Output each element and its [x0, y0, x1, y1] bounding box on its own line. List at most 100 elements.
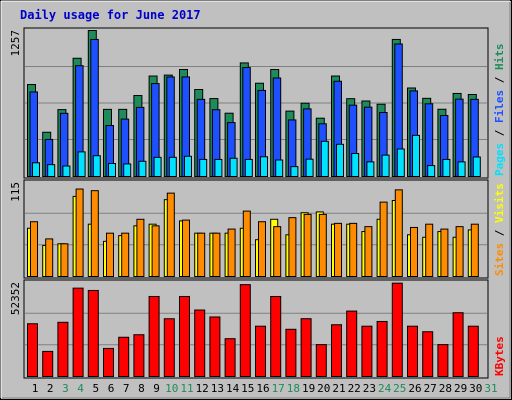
- bandwidth-bar-kbytes: [300, 318, 312, 377]
- visitors-bar-sites: [242, 210, 251, 277]
- visitors-bar-sites: [273, 226, 282, 277]
- visitors-bar-sites: [455, 226, 464, 277]
- bandwidth-bar-kbytes: [194, 309, 206, 377]
- traffic-bar-pages: [32, 162, 40, 178]
- traffic-bar-pages: [472, 156, 481, 178]
- bandwidth-bar-kbytes: [422, 331, 434, 378]
- traffic-bar-pages: [336, 143, 344, 177]
- legend-hits: Hits: [493, 44, 506, 71]
- x-tick-label: 16: [256, 382, 269, 395]
- traffic-bar-pages: [351, 153, 360, 177]
- traffic-bar-pages: [427, 165, 436, 177]
- x-tick-label: 14: [226, 382, 240, 395]
- visitors-bar-sites: [318, 213, 327, 278]
- bandwidth-bar-kbytes: [467, 325, 479, 377]
- x-tick-label: 5: [92, 382, 99, 395]
- traffic-bar-pages: [305, 158, 314, 177]
- x-tick-label: 28: [439, 382, 452, 395]
- legend-sites: Sites: [493, 243, 506, 276]
- traffic-bar-pages: [47, 164, 56, 177]
- x-tick-label: 19: [302, 382, 315, 395]
- bandwidth-bar-kbytes: [224, 338, 236, 378]
- bandwidth-bar-kbytes: [452, 312, 464, 378]
- x-tick-label: 17: [272, 382, 285, 395]
- visitors-bar-sites: [60, 243, 69, 278]
- x-tick-label: 7: [123, 382, 130, 395]
- traffic-bar-pages: [184, 155, 192, 178]
- bandwidth-bar-kbytes: [118, 336, 130, 378]
- visitors-bar-sites: [440, 228, 449, 278]
- chart-panels: 1257 Pages / Files / Hits 115 Sites / Visit…: [9, 27, 506, 379]
- bandwidth-bar-kbytes: [376, 320, 388, 378]
- x-tick-label: 11: [180, 382, 193, 395]
- visitors-bar-sites: [227, 228, 236, 278]
- visitors-bar-sites: [425, 223, 434, 277]
- traffic-y-max-label: 1257: [9, 30, 22, 57]
- legend-separator: /: [493, 70, 506, 90]
- bandwidth-bar-kbytes: [270, 295, 282, 378]
- traffic-bar-pages: [290, 166, 299, 178]
- traffic-bar-pages: [138, 160, 147, 178]
- traffic-bar-pages: [214, 158, 223, 177]
- x-tick-label: 27: [424, 382, 437, 395]
- bandwidth-bar-kbytes: [346, 310, 358, 377]
- traffic-bar-pages: [62, 165, 71, 177]
- bandwidth-bar-kbytes: [27, 323, 38, 377]
- visitors-bar-sites: [258, 221, 266, 278]
- traffic-bar-pages: [244, 158, 253, 177]
- x-tick-label: 4: [77, 382, 84, 395]
- traffic-bar-pages: [108, 162, 116, 177]
- x-tick-label: 9: [153, 382, 160, 395]
- visitors-bar-sites: [288, 217, 297, 277]
- visitors-bar-sites: [182, 219, 190, 278]
- legend-visits: Visits: [493, 183, 506, 223]
- visitors-bar-sites: [303, 213, 312, 278]
- visitors-bar-sites: [90, 190, 99, 278]
- bandwidth-y-max-label: 52352: [9, 282, 22, 315]
- traffic-bar-pages: [229, 157, 238, 177]
- visitors-bar-sites: [349, 222, 358, 278]
- visitors-bar-sites: [364, 226, 373, 277]
- visitors-bar-sites: [121, 232, 130, 277]
- bandwidth-legend: KBytes: [493, 336, 506, 376]
- x-tick-label: 3: [62, 382, 69, 395]
- x-tick-label: 2: [47, 382, 54, 395]
- traffic-panel: 1257 Pages / Files / Hits: [9, 27, 506, 179]
- visitors-bar-sites: [136, 218, 145, 277]
- traffic-bar-pages: [442, 158, 451, 177]
- visitors-bar-sites: [379, 201, 388, 277]
- traffic-bar-pages: [168, 156, 177, 178]
- visitors-bar-sites: [197, 232, 206, 277]
- x-tick-label: 12: [196, 382, 209, 395]
- traffic-bar-pages: [153, 156, 162, 178]
- x-tick-label: 21: [332, 382, 345, 395]
- bandwidth-bar-kbytes: [42, 350, 54, 377]
- visitors-legend: Sites / Visits: [493, 183, 506, 276]
- bandwidth-bar-kbytes: [391, 282, 403, 378]
- visitors-panel: 115 Sites / Visits: [9, 179, 506, 279]
- bandwidth-bar-kbytes: [148, 295, 160, 378]
- x-tick-label: 30: [469, 382, 482, 395]
- bandwidth-bar-kbytes: [315, 344, 327, 377]
- traffic-bar-pages: [275, 159, 284, 177]
- legend-files: Files: [493, 90, 506, 123]
- traffic-bar-pages: [457, 161, 466, 178]
- x-tick-label: 25: [393, 382, 406, 395]
- traffic-bar-pages: [381, 154, 390, 177]
- visitors-bar-sites: [75, 188, 84, 277]
- bandwidth-bar-kbytes: [209, 316, 221, 377]
- bandwidth-panel: 52352 KBytes: [9, 279, 506, 379]
- bandwidth-bar-kbytes: [57, 321, 69, 378]
- x-tick-label: 31: [484, 382, 497, 395]
- visitors-bar-sites: [394, 189, 403, 277]
- visitors-bar-sites: [212, 232, 221, 277]
- x-tick-label: 20: [317, 382, 330, 395]
- x-tick-label: 15: [241, 382, 254, 395]
- bandwidth-bar-kbytes: [407, 325, 418, 377]
- bandwidth-bar-kbytes: [163, 318, 175, 377]
- bandwidth-bar-kbytes: [72, 287, 84, 378]
- visitors-bar-sites: [151, 225, 160, 277]
- legend-separator: /: [493, 123, 506, 143]
- bandwidth-bar-kbytes: [437, 344, 449, 377]
